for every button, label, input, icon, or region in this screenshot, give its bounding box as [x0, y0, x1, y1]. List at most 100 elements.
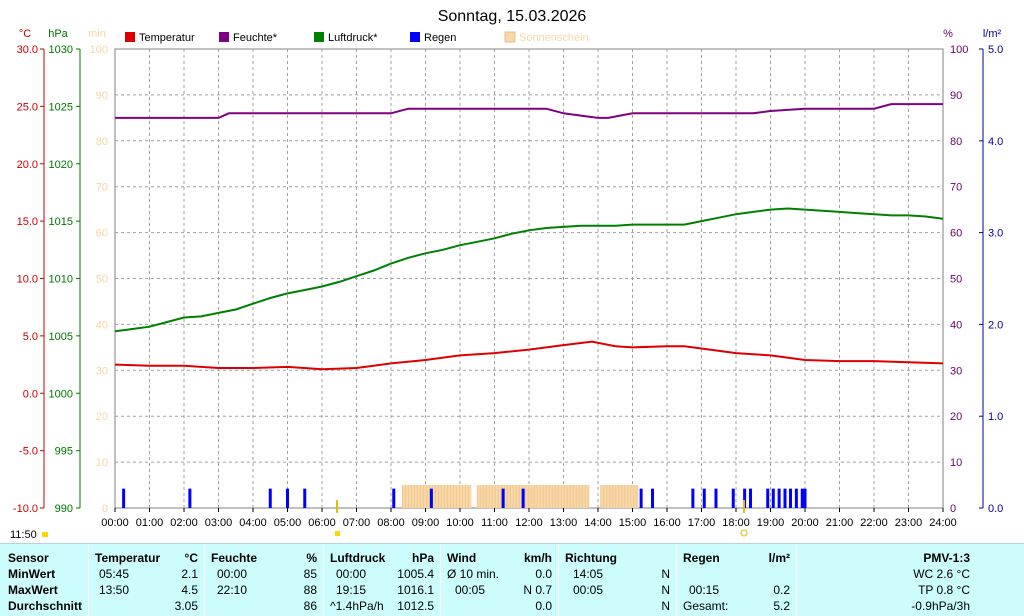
- tick-label-sun: 90: [96, 90, 108, 102]
- rain-header: Regen: [683, 551, 720, 565]
- tick-label-pressure: 1030: [49, 44, 73, 56]
- table-section-direction: Richtung 14:05 N 00:05 N N: [559, 544, 677, 616]
- tick-label-x: 20:00: [791, 517, 819, 529]
- pmv-dewpoint: TP 0.8 °C: [918, 583, 970, 597]
- sunrise-time-label: 11:50: [10, 529, 37, 540]
- tick-label-sun: 50: [96, 274, 108, 286]
- pmv-windchill: WC 2.6 °C: [913, 567, 970, 581]
- pressure-unit: hPa: [411, 551, 434, 565]
- axis-unit-sun: min: [88, 28, 106, 40]
- tick-label-pressure: 1005: [49, 331, 73, 343]
- tick-label-temp: -10.0: [13, 503, 38, 515]
- tick-label-x: 04:00: [239, 517, 267, 529]
- direction-2: N: [661, 583, 670, 597]
- direction-time-2: 00:05: [573, 583, 604, 597]
- statistics-table: Sensor MinWert MaxWert Durchschnitt Temp…: [0, 543, 1024, 616]
- wind-avg10-label: Ø 10 min.: [447, 567, 500, 581]
- humidity-header: Feuchte: [211, 551, 258, 565]
- row-label-max: MaxWert: [8, 583, 58, 597]
- tick-label-sun: 20: [96, 411, 108, 423]
- tick-label-temp: 15.0: [17, 216, 38, 228]
- tick-label-x: 14:00: [584, 517, 612, 529]
- humidity-min: 85: [303, 567, 317, 581]
- direction-avg: N: [661, 599, 670, 613]
- legend-label: Sonnenschein: [519, 32, 589, 44]
- sunshine-block: [477, 485, 590, 508]
- tick-label-x: 05:00: [274, 517, 302, 529]
- legend-swatch: [410, 32, 420, 42]
- tick-label-humidity: 0: [950, 503, 956, 515]
- tick-label-sun: 0: [102, 503, 108, 515]
- sunshine-block: [402, 485, 472, 508]
- tick-label-x: 19:00: [757, 517, 785, 529]
- tick-label-temp: 25.0: [17, 101, 38, 113]
- rain-bar: [771, 488, 775, 508]
- pmv-pressure-trend: -0.9hPa/3h: [911, 599, 970, 613]
- pressure-min: 1005.4: [397, 567, 434, 581]
- rain-max-time: 00:15: [689, 583, 720, 597]
- tick-label-humidity: 20: [950, 411, 962, 423]
- tick-label-sun: 10: [96, 457, 108, 469]
- temp-min: 2.1: [181, 567, 198, 581]
- rain-total-label: Gesamt:: [683, 599, 729, 613]
- tick-label-rain: 0.0: [988, 503, 1003, 515]
- tick-label-x: 15:00: [619, 517, 647, 529]
- tick-label-temp: 30.0: [17, 44, 38, 56]
- tick-label-x: 18:00: [722, 517, 750, 529]
- wind-max-time: 00:05: [455, 583, 486, 597]
- tick-label-rain: 4.0: [988, 136, 1003, 148]
- legend-label: Feuchte*: [233, 32, 278, 44]
- temp-max: 4.5: [181, 583, 198, 597]
- tick-label-pressure: 1015: [49, 216, 73, 228]
- pressure-min-time: 00:00: [336, 567, 367, 581]
- pressure-max-time: 19:15: [336, 583, 367, 597]
- rain-bar: [651, 488, 655, 508]
- tick-label-rain: 5.0: [988, 44, 1003, 56]
- table-section-wind: Wind km/h Ø 10 min. 0.0 00:05 N 0.7 0.0: [441, 544, 559, 616]
- tick-label-rain: 1.0: [988, 411, 1003, 423]
- sun-marker-morning: [335, 531, 340, 536]
- table-section-humidity: Feuchte % 00:00 85 22:10 88 86: [205, 544, 324, 616]
- tick-label-x: 21:00: [826, 517, 854, 529]
- rain-bar: [777, 488, 781, 508]
- tick-label-temp: 10.0: [17, 274, 38, 286]
- humidity-max-time: 22:10: [217, 583, 248, 597]
- legend-label: Luftdruck*: [328, 32, 378, 44]
- temp-header: Temperatur: [95, 551, 161, 565]
- wind-max: N 0.7: [523, 583, 552, 597]
- rain-bar: [789, 488, 793, 508]
- axis-unit-temp: °C: [19, 28, 31, 40]
- table-section-sensor: Sensor MinWert MaxWert Durchschnitt: [0, 544, 89, 616]
- tick-label-humidity: 40: [950, 319, 962, 331]
- rain-bar: [429, 488, 433, 508]
- rain-bar: [748, 488, 752, 508]
- tick-label-x: 06:00: [308, 517, 336, 529]
- wind-unit: km/h: [523, 551, 552, 565]
- wind-header: Wind: [447, 551, 477, 565]
- series-line-pressure: [114, 207, 944, 333]
- tick-label-sun: 60: [96, 228, 108, 240]
- rain-bar: [521, 488, 525, 508]
- humidity-min-time: 00:00: [217, 567, 248, 581]
- rain-bar: [743, 488, 747, 508]
- series-line-humidity: [115, 103, 943, 119]
- tick-label-x: 00:00: [101, 517, 129, 529]
- tick-label-x: 08:00: [377, 517, 405, 529]
- rain-bar: [122, 488, 126, 508]
- legend-swatch: [219, 32, 229, 42]
- tick-label-sun: 80: [96, 136, 108, 148]
- tick-label-x: 07:00: [343, 517, 371, 529]
- axis-unit-pressure: hPa: [48, 28, 68, 40]
- tick-label-humidity: 70: [950, 182, 962, 194]
- tick-label-rain: 2.0: [988, 319, 1003, 331]
- tick-label-humidity: 10: [950, 457, 962, 469]
- humidity-avg: 86: [303, 599, 317, 613]
- tick-label-x: 01:00: [136, 517, 164, 529]
- row-label-min: MinWert: [8, 567, 56, 581]
- tick-label-humidity: 90: [950, 90, 962, 102]
- pressure-trend: ^1.4hPa/h: [330, 599, 384, 613]
- tick-label-humidity: 30: [950, 365, 962, 377]
- tick-label-x: 16:00: [653, 517, 681, 529]
- legend-label: Temperatur: [139, 32, 195, 44]
- tick-label-x: 22:00: [860, 517, 888, 529]
